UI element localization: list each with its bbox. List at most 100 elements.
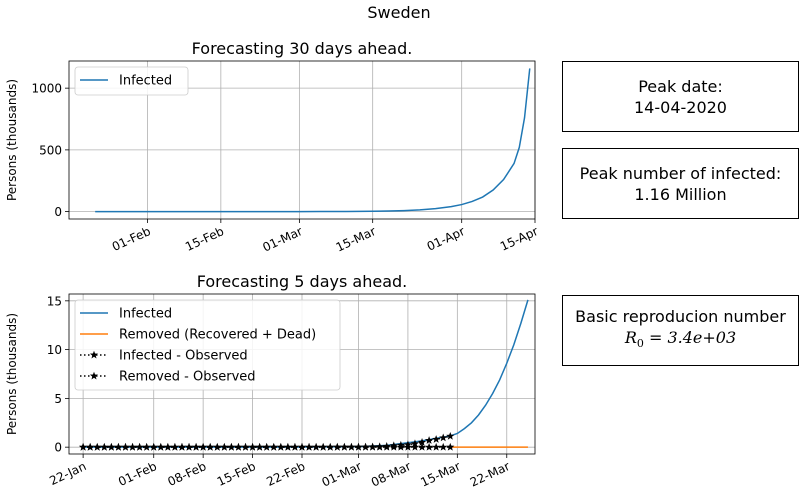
data-point-removed-observed	[333, 442, 342, 451]
data-point-removed-observed	[417, 442, 427, 451]
x-tick-label: 08-Mar	[369, 459, 413, 490]
chart-title: Forecasting 30 days ahead.	[192, 39, 413, 58]
y-axis-label: Persons (thousands)	[5, 313, 19, 435]
peak-number-value: 1.16 Million	[634, 184, 727, 204]
data-point-removed-observed	[368, 442, 377, 451]
data-point-removed-observed	[396, 442, 405, 451]
peak-date-value: 14-04-2020	[634, 97, 727, 117]
x-tick-label: 01-Feb	[110, 224, 153, 254]
data-point-removed-observed	[156, 442, 165, 451]
data-point-removed-observed	[192, 442, 201, 451]
data-point-removed-observed	[375, 442, 384, 451]
top-chart-panel: Forecasting 30 days ahead.01-Feb 15-Feb 01…	[5, 39, 540, 255]
data-point-removed-observed	[163, 442, 172, 451]
data-point-removed-observed	[227, 442, 236, 451]
legend-label-infected-observed: Infected - Observed	[119, 349, 248, 364]
axes-frame	[68, 60, 536, 220]
x-tick-label: 01-Apr	[425, 224, 467, 254]
data-point-removed-observed	[114, 442, 123, 451]
y-tick-label: 1000	[31, 82, 62, 96]
data-point-removed-observed	[199, 442, 208, 451]
data-point-removed-observed	[234, 442, 243, 451]
y-tick-label: 10	[47, 343, 62, 357]
x-tick-label: 15-Apr	[498, 224, 540, 254]
axes-frame	[68, 293, 536, 455]
data-point-removed-observed	[135, 442, 144, 451]
data-point-removed-observed	[304, 442, 314, 451]
y-tick-label: 500	[39, 143, 62, 157]
legend-frame	[74, 299, 341, 391]
data-point-removed-observed	[290, 442, 300, 451]
data-point-removed-observed	[340, 442, 349, 451]
r0-label: Basic reproducion number	[575, 307, 786, 327]
data-point-removed-observed	[269, 442, 278, 451]
data-point-removed-observed	[354, 442, 363, 451]
data-point-removed-observed	[107, 442, 116, 451]
x-tick-label: 08-Feb	[165, 459, 208, 489]
x-tick-label: 01-Mar	[260, 224, 304, 255]
data-point-removed-observed	[432, 442, 441, 451]
peak-date-box: Peak date: 14-04-2020	[562, 61, 799, 132]
data-point-removed-observed	[184, 442, 194, 451]
data-point-infected-observed	[432, 435, 441, 443]
legend-label-infected: Infected	[119, 74, 172, 89]
data-point-infected-observed	[417, 437, 427, 446]
y-tick-label: 0	[54, 205, 62, 219]
legend-marker-infected-observed	[89, 350, 99, 359]
data-point-removed-observed	[255, 442, 264, 451]
bottom-chart-panel: Forecasting 5 days ahead.22-Jan 01-Feb 08-…	[5, 272, 536, 490]
x-tick-label: 15-Mar	[334, 224, 378, 255]
legend-label-removed-recovered-dead: Removed (Recovered + Dead)	[119, 328, 316, 343]
data-point-removed-observed	[79, 442, 88, 451]
data-point-removed-observed	[142, 442, 151, 451]
plot-area	[95, 68, 531, 213]
peak-number-label: Peak number of infected:	[579, 163, 782, 183]
x-tick-label: 22-Feb	[264, 459, 307, 489]
r0-value: 3.4e+03	[667, 328, 737, 348]
x-tick-label: 22-Mar	[468, 459, 512, 490]
data-point-removed-observed	[149, 442, 158, 451]
legend-label-infected: Infected	[119, 307, 172, 322]
x-tick-label: 15-Feb	[215, 459, 258, 489]
data-point-removed-observed	[446, 442, 455, 451]
data-point-removed-observed	[312, 442, 321, 451]
data-point-removed-observed	[241, 442, 250, 451]
chart-legend: Infected	[74, 66, 189, 96]
y-axis-label: Persons (thousands)	[5, 79, 19, 201]
data-point-removed-observed	[439, 442, 448, 451]
plot-area	[79, 299, 529, 451]
x-tick-label: 22-Jan	[47, 459, 88, 488]
data-point-removed-observed	[276, 442, 285, 451]
chart-title: Forecasting 5 days ahead.	[197, 272, 407, 291]
legend-marker-removed-observed	[89, 371, 99, 380]
y-tick-label: 0	[54, 441, 62, 455]
x-tick-label: 01-Feb	[116, 459, 159, 489]
data-point-removed-observed	[86, 442, 95, 451]
y-tick-label: 5	[54, 392, 62, 406]
data-point-removed-observed	[389, 442, 398, 451]
figure-suptitle: Sweden	[367, 3, 430, 22]
data-point-removed-observed	[262, 442, 271, 451]
data-point-removed-observed	[361, 442, 370, 451]
data-point-infected-observed	[425, 436, 434, 444]
data-point-removed-observed	[220, 442, 229, 451]
data-point-removed-observed	[93, 442, 102, 451]
series-line-infected	[95, 68, 531, 213]
y-tick-label: 15	[47, 294, 62, 308]
data-point-removed-observed	[283, 442, 292, 451]
data-point-removed-observed	[121, 442, 130, 451]
data-point-removed-observed	[213, 442, 222, 451]
reproduction-number-box: Basic reproducion number R0 = 3.4e+03	[562, 295, 799, 366]
data-point-removed-observed	[248, 442, 257, 451]
data-point-removed-observed	[403, 442, 412, 451]
legend-label-removed-observed: Removed - Observed	[119, 370, 256, 385]
data-point-removed-observed	[382, 442, 391, 451]
x-tick-label: 15-Feb	[183, 224, 226, 254]
data-point-removed-observed	[410, 442, 420, 451]
r0-formula: R0 = 3.4e+03	[624, 328, 737, 351]
data-point-removed-observed	[100, 442, 109, 451]
peak-number-box: Peak number of infected: 1.16 Million	[562, 148, 799, 219]
data-point-removed-observed	[170, 442, 179, 451]
data-point-removed-observed	[425, 442, 434, 451]
